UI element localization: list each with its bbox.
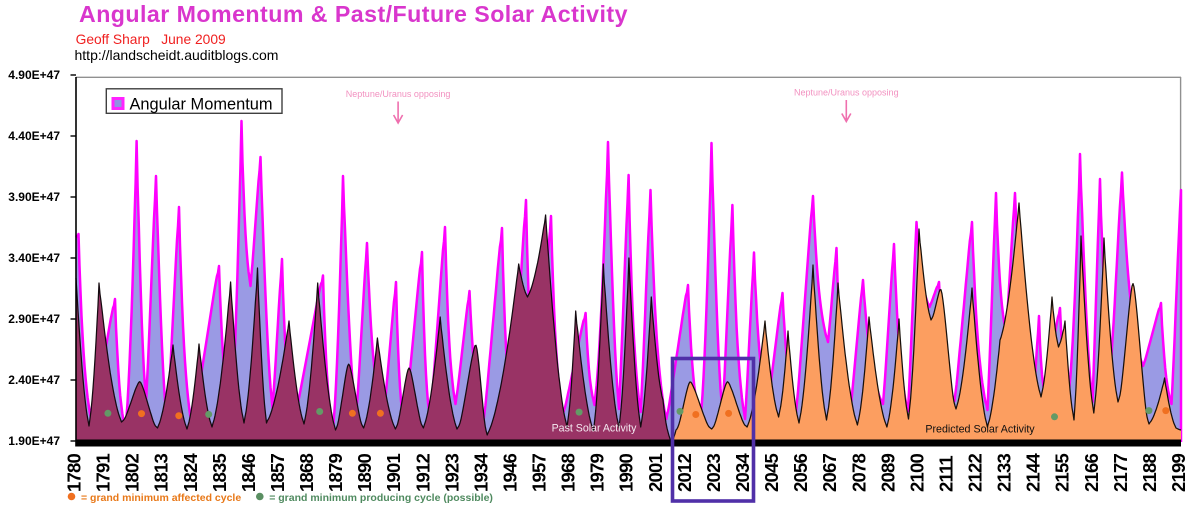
svg-text:2199: 2199: [1168, 454, 1189, 492]
svg-text:Predicted Solar Activity: Predicted Solar Activity: [925, 424, 1035, 436]
svg-text:2045: 2045: [761, 454, 782, 492]
svg-text:2056: 2056: [790, 454, 811, 492]
svg-text:2089: 2089: [877, 454, 898, 492]
svg-text:4.40E+47: 4.40E+47: [8, 129, 60, 143]
svg-text:2122: 2122: [965, 454, 986, 492]
svg-text:2023: 2023: [703, 454, 724, 492]
svg-text:1968: 1968: [558, 454, 579, 492]
svg-text:2.40E+47: 2.40E+47: [8, 373, 60, 387]
svg-text:2166: 2166: [1081, 454, 1102, 492]
svg-text:2012: 2012: [674, 454, 695, 492]
svg-text:1813: 1813: [151, 454, 172, 492]
svg-text:Neptune/Uranus opposing: Neptune/Uranus opposing: [794, 88, 899, 98]
svg-text:2001: 2001: [645, 454, 666, 492]
svg-text:1901: 1901: [383, 454, 404, 492]
svg-text:1890: 1890: [354, 454, 375, 492]
svg-text:2100: 2100: [906, 454, 927, 492]
svg-text:Angular Momentum & Past/Future: Angular Momentum & Past/Future Solar Act…: [79, 1, 628, 27]
svg-text:1791: 1791: [93, 454, 114, 492]
svg-text:1990: 1990: [616, 454, 637, 492]
svg-text:1868: 1868: [296, 454, 317, 492]
svg-text:1923: 1923: [441, 454, 462, 492]
svg-text:2188: 2188: [1139, 454, 1160, 492]
svg-text:1946: 1946: [500, 454, 521, 492]
svg-text:1846: 1846: [238, 454, 259, 492]
svg-text:= grand minimum affected cycle: = grand minimum affected cycle: [81, 492, 241, 504]
svg-text:1824: 1824: [180, 453, 201, 492]
svg-text:2155: 2155: [1052, 454, 1073, 492]
svg-text:2034: 2034: [732, 453, 753, 492]
svg-text:Angular Momentum: Angular Momentum: [130, 96, 273, 114]
svg-text:1835: 1835: [209, 454, 230, 492]
svg-text:2177: 2177: [1110, 454, 1131, 492]
svg-text:3.40E+47: 3.40E+47: [8, 251, 60, 265]
svg-text:1879: 1879: [325, 454, 346, 492]
svg-text:Past Solar Activity: Past Solar Activity: [552, 423, 637, 435]
svg-text:2144: 2144: [1023, 453, 1044, 492]
svg-text:http://landscheidt.auditblogs.: http://landscheidt.auditblogs.com: [75, 47, 279, 63]
svg-text:1802: 1802: [122, 454, 143, 492]
svg-text:Geoff Sharp June 2009: Geoff Sharp June 2009: [76, 32, 226, 47]
svg-text:2078: 2078: [848, 454, 869, 492]
svg-text:3.90E+47: 3.90E+47: [8, 190, 60, 204]
svg-text:2133: 2133: [994, 454, 1015, 492]
svg-text:1934: 1934: [470, 453, 491, 492]
svg-text:1979: 1979: [587, 454, 608, 492]
svg-text:1.90E+47: 1.90E+47: [8, 434, 60, 448]
svg-text:1857: 1857: [267, 454, 288, 492]
svg-text:= grand minimum producing cycl: = grand minimum producing cycle (possibl…: [269, 492, 493, 504]
svg-text:2111: 2111: [936, 456, 957, 492]
svg-text:4.90E+47: 4.90E+47: [8, 68, 60, 82]
svg-text:2.90E+47: 2.90E+47: [8, 312, 60, 326]
svg-text:1912: 1912: [412, 454, 433, 492]
svg-text:Neptune/Uranus opposing: Neptune/Uranus opposing: [346, 89, 451, 99]
svg-text:2067: 2067: [819, 454, 840, 492]
svg-text:1957: 1957: [529, 454, 550, 492]
svg-text:1780: 1780: [64, 454, 85, 492]
